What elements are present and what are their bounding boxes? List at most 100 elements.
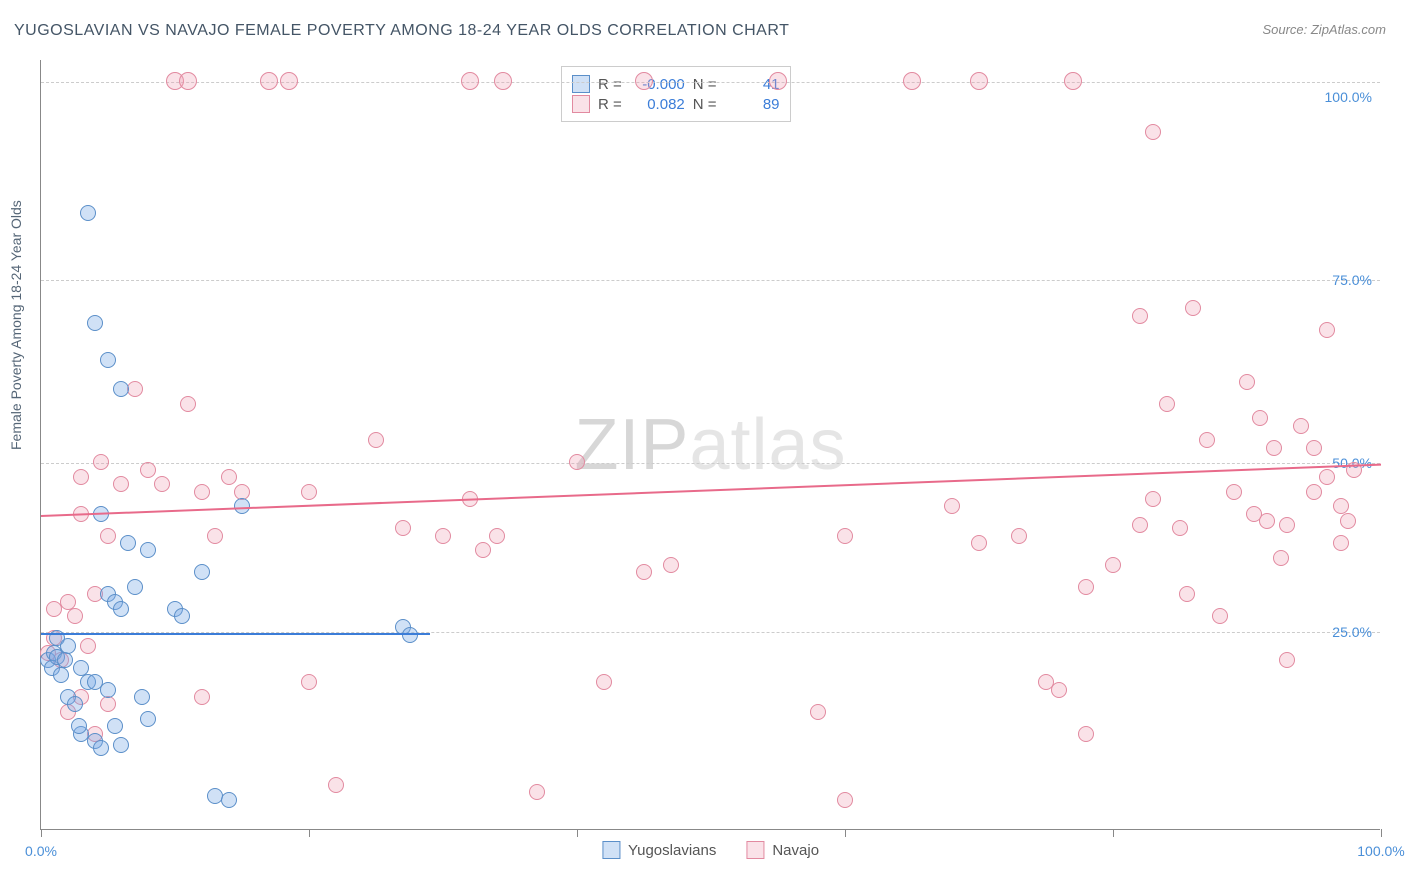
scatter-point bbox=[810, 704, 826, 720]
swatch-blue-icon bbox=[572, 75, 590, 93]
stats-row-navajo: R = 0.082 N = 89 bbox=[572, 95, 780, 113]
scatter-point bbox=[1199, 432, 1215, 448]
scatter-point bbox=[1293, 418, 1309, 434]
scatter-point bbox=[1159, 396, 1175, 412]
scatter-point bbox=[67, 696, 83, 712]
scatter-point bbox=[80, 205, 96, 221]
x-tick bbox=[41, 829, 42, 837]
scatter-point bbox=[1064, 72, 1082, 90]
legend-label-yugoslavians: Yugoslavians bbox=[628, 842, 716, 859]
stats-r-label: R = bbox=[598, 76, 622, 93]
scatter-point bbox=[179, 72, 197, 90]
x-tick bbox=[577, 829, 578, 837]
scatter-point bbox=[140, 462, 156, 478]
scatter-point bbox=[1279, 652, 1295, 668]
scatter-point bbox=[837, 528, 853, 544]
scatter-point bbox=[107, 718, 123, 734]
scatter-point bbox=[1212, 608, 1228, 624]
scatter-point bbox=[1319, 322, 1335, 338]
chart-title: YUGOSLAVIAN VS NAVAJO FEMALE POVERTY AMO… bbox=[14, 22, 789, 40]
scatter-point bbox=[60, 638, 76, 654]
scatter-point bbox=[57, 652, 73, 668]
scatter-point bbox=[80, 638, 96, 654]
scatter-point bbox=[475, 542, 491, 558]
scatter-point bbox=[100, 682, 116, 698]
scatter-point bbox=[46, 601, 62, 617]
x-tick-label: 100.0% bbox=[1357, 843, 1404, 859]
bottom-legend: Yugoslavians Navajo bbox=[602, 841, 819, 859]
gridline bbox=[41, 82, 1380, 83]
scatter-point bbox=[100, 528, 116, 544]
scatter-point bbox=[87, 315, 103, 331]
scatter-point bbox=[1306, 484, 1322, 500]
scatter-point bbox=[1333, 535, 1349, 551]
scatter-point bbox=[635, 72, 653, 90]
scatter-point bbox=[970, 72, 988, 90]
stats-legend-box: R = -0.000 N = 41 R = 0.082 N = 89 bbox=[561, 66, 791, 122]
scatter-point bbox=[127, 579, 143, 595]
x-tick-label: 0.0% bbox=[25, 843, 57, 859]
x-tick bbox=[1113, 829, 1114, 837]
scatter-point bbox=[260, 72, 278, 90]
scatter-point bbox=[1051, 682, 1067, 698]
scatter-point bbox=[100, 352, 116, 368]
scatter-point bbox=[1319, 469, 1335, 485]
watermark-bold: ZIP bbox=[574, 405, 689, 485]
scatter-point bbox=[1279, 517, 1295, 533]
scatter-point bbox=[174, 608, 190, 624]
scatter-point bbox=[1145, 124, 1161, 140]
swatch-blue-icon bbox=[602, 841, 620, 859]
legend-item-yugoslavians: Yugoslavians bbox=[602, 841, 716, 859]
scatter-point bbox=[73, 469, 89, 485]
scatter-point bbox=[113, 476, 129, 492]
scatter-point bbox=[194, 484, 210, 500]
scatter-point bbox=[636, 564, 652, 580]
watermark: ZIPatlas bbox=[574, 404, 846, 486]
scatter-point bbox=[769, 72, 787, 90]
scatter-point bbox=[134, 689, 150, 705]
scatter-point bbox=[489, 528, 505, 544]
x-tick bbox=[1381, 829, 1382, 837]
scatter-point bbox=[395, 520, 411, 536]
scatter-point bbox=[1306, 440, 1322, 456]
x-tick bbox=[309, 829, 310, 837]
scatter-point bbox=[113, 737, 129, 753]
gridline bbox=[41, 463, 1380, 464]
scatter-point bbox=[301, 674, 317, 690]
scatter-point bbox=[1145, 491, 1161, 507]
scatter-point bbox=[67, 608, 83, 624]
y-tick-label: 25.0% bbox=[1332, 624, 1372, 640]
gridline bbox=[41, 280, 1380, 281]
source-attribution: Source: ZipAtlas.com bbox=[1262, 22, 1386, 37]
scatter-point bbox=[194, 689, 210, 705]
scatter-point bbox=[529, 784, 545, 800]
scatter-point bbox=[1132, 308, 1148, 324]
scatter-point bbox=[1105, 557, 1121, 573]
scatter-point bbox=[93, 740, 109, 756]
scatter-point bbox=[596, 674, 612, 690]
swatch-pink-icon bbox=[746, 841, 764, 859]
stats-row-yugoslavians: R = -0.000 N = 41 bbox=[572, 75, 780, 93]
scatter-point bbox=[971, 535, 987, 551]
scatter-point bbox=[1185, 300, 1201, 316]
scatter-point bbox=[73, 660, 89, 676]
scatter-point bbox=[944, 498, 960, 514]
scatter-point bbox=[435, 528, 451, 544]
plot-area: ZIPatlas R = -0.000 N = 41 R = 0.082 N =… bbox=[40, 60, 1380, 830]
scatter-point bbox=[120, 535, 136, 551]
scatter-point bbox=[140, 542, 156, 558]
scatter-point bbox=[1226, 484, 1242, 500]
scatter-point bbox=[494, 72, 512, 90]
scatter-point bbox=[301, 484, 317, 500]
scatter-point bbox=[113, 381, 129, 397]
scatter-point bbox=[1011, 528, 1027, 544]
scatter-point bbox=[280, 72, 298, 90]
watermark-light: atlas bbox=[689, 405, 846, 485]
y-tick-label: 75.0% bbox=[1332, 272, 1372, 288]
source-prefix: Source: bbox=[1262, 22, 1310, 37]
swatch-pink-icon bbox=[572, 95, 590, 113]
scatter-point bbox=[1172, 520, 1188, 536]
scatter-point bbox=[1078, 726, 1094, 742]
scatter-point bbox=[71, 718, 87, 734]
scatter-point bbox=[1340, 513, 1356, 529]
